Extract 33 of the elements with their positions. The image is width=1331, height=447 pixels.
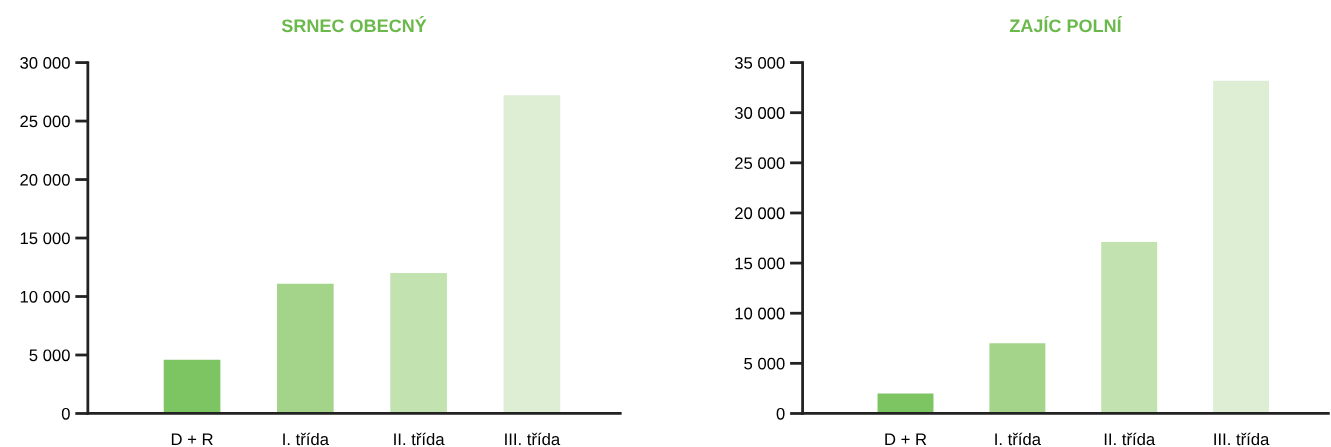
bar (989, 343, 1046, 414)
x-tick-label: D + R (171, 433, 213, 445)
y-tick-label: 25 000 (735, 157, 785, 170)
bar (1213, 80, 1270, 414)
x-tick-label: III. třída (505, 432, 561, 446)
x-tick-label: III. třída (1214, 432, 1270, 446)
x-tick-label: I. třída (995, 432, 1041, 446)
x-tick-label: II. třída (1104, 432, 1156, 446)
y-tick-label: 20 000 (20, 173, 70, 186)
chart-title: SRNEC OBECNÝ (281, 16, 427, 33)
chart-title: ZAJÍC POLNÍ (1009, 16, 1123, 33)
y-tick-label: 30 000 (20, 56, 70, 69)
bar (163, 359, 221, 414)
bar (503, 95, 561, 414)
bar (1101, 242, 1158, 414)
y-tick-label: 35 000 (734, 56, 785, 69)
x-tick-label: I. třída (283, 432, 329, 446)
y-tick-label: 10 000 (20, 290, 70, 303)
y-tick-label: 15 000 (20, 232, 70, 245)
y-tick-label: 10 000 (735, 307, 785, 320)
y-tick-label: 25 000 (20, 115, 70, 128)
x-tick-label: II. třída (394, 432, 445, 446)
y-tick-label: 20 000 (735, 207, 785, 220)
y-tick-label: 0 (776, 407, 785, 420)
y-tick-label: 0 (61, 407, 70, 420)
y-tick-label: 5 000 (29, 349, 70, 362)
bar (390, 273, 447, 414)
bar (277, 283, 334, 414)
y-tick-label: 15 000 (735, 257, 785, 270)
bar (877, 393, 934, 414)
x-tick-label: D + R (885, 433, 927, 445)
y-tick-label: 30 000 (734, 107, 785, 119)
y-tick-label: 5 000 (744, 357, 785, 370)
